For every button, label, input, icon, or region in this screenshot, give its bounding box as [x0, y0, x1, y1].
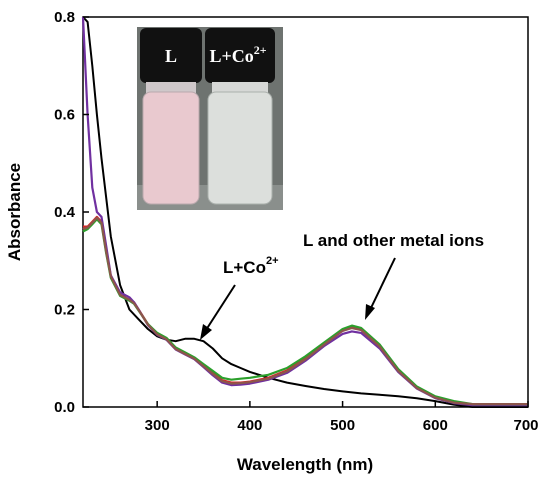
y-tick-label: 0.2	[54, 302, 75, 319]
annotation-other-ions-arrowhead	[365, 304, 375, 320]
vial-right-label-base: L+Co	[209, 46, 253, 66]
annotation-lco-arrowhead	[200, 324, 212, 340]
annotation-lco-sup: 2+	[266, 255, 279, 267]
y-tick-label: 0.8	[54, 9, 75, 26]
vial-right-cap	[205, 28, 275, 83]
annotation-other-ions: L and other metal ions	[303, 231, 484, 320]
y-axis-title: Absorbance	[5, 163, 24, 261]
annotation-lco-arrow-line	[205, 284, 236, 331]
vial-right-label: L+Co2+	[209, 43, 266, 66]
annotation-lco-text: L+Co2+	[223, 255, 279, 277]
series-line-0	[82, 16, 528, 408]
annotation-lco-base: L+Co	[223, 258, 266, 277]
x-tick-label: 500	[330, 417, 355, 434]
vial-right-body	[207, 91, 273, 205]
vial-left-body	[142, 91, 200, 205]
annotation-other-ions-arrow-line	[369, 257, 396, 311]
tick-layer: 300 400 500 600 700 0.0 0.2 0.4 0.6 0.8	[54, 9, 538, 434]
y-tick-label: 0.0	[54, 399, 75, 416]
y-tick-label: 0.6	[54, 107, 75, 124]
vial-left-cap	[140, 28, 202, 83]
annotation-lco: L+Co2+	[200, 255, 279, 340]
x-tick-label: 700	[513, 417, 538, 434]
y-tick-label: 0.4	[54, 204, 76, 221]
vials-inset: L L+Co2+	[137, 27, 283, 210]
vial-right-label-sup: 2+	[254, 43, 267, 57]
vial-right: L+Co2+	[205, 28, 275, 205]
x-axis-title: Wavelength (nm)	[237, 455, 373, 474]
x-tick-label: 300	[145, 417, 170, 434]
annotation-other-ions-text: L and other metal ions	[303, 231, 484, 250]
x-tick-label: 400	[237, 417, 262, 434]
vial-right-neck	[212, 82, 268, 94]
series-line-4	[82, 216, 528, 406]
vial-left-label: L	[165, 46, 177, 66]
x-tick-label: 600	[423, 417, 448, 434]
series-layer	[81, 16, 528, 408]
vial-left-neck	[146, 82, 196, 94]
vial-left: L	[140, 28, 202, 205]
